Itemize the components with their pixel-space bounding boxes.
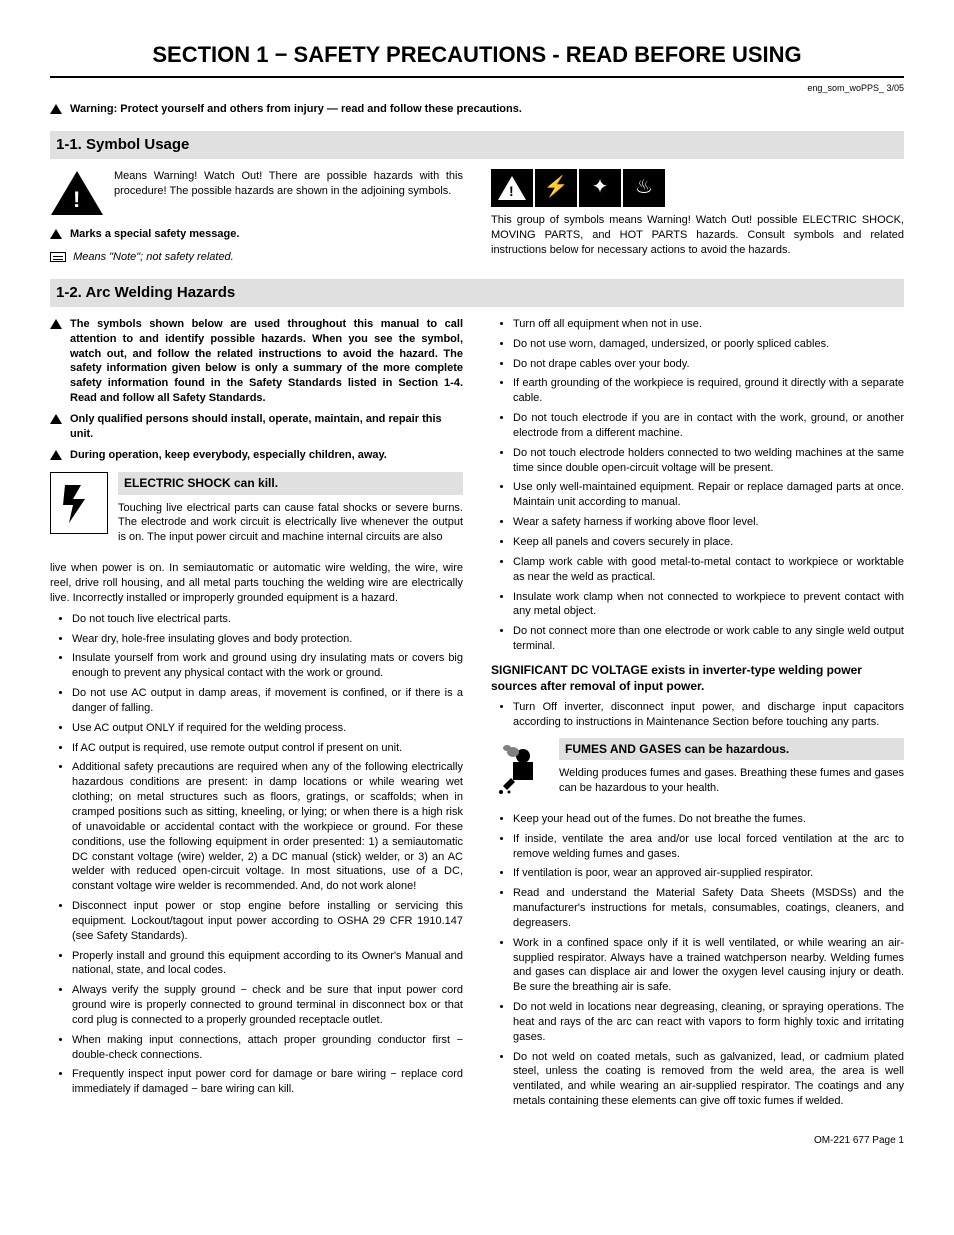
list-item: Clamp work cable with good metal-to-meta… — [513, 555, 904, 585]
list-item: If inside, ventilate the area and/or use… — [513, 832, 904, 862]
list-item: Do not weld in locations near degreasing… — [513, 1000, 904, 1045]
warning-triangle-icon — [50, 450, 62, 460]
fumes-title: FUMES AND GASES can be hazardous. — [559, 738, 904, 760]
fumes-bullets: Keep your head out of the fumes. Do not … — [491, 812, 904, 1109]
warning-triangle-icon — [50, 414, 62, 424]
electric-shock-body-start: Touching live electrical parts can cause… — [118, 501, 463, 546]
list-item: Use AC output ONLY if required for the w… — [72, 721, 463, 736]
list-item: Do not touch electrode if you are in con… — [513, 411, 904, 441]
dc-voltage-bullets: Turn Off inverter, disconnect input powe… — [491, 700, 904, 730]
means-note-text: Means "Note"; not safety related. — [73, 251, 234, 263]
list-item: Read and understand the Material Safety … — [513, 886, 904, 931]
list-item: Additional safety precautions are requir… — [72, 760, 463, 894]
electric-shock-body-cont: live when power is on. In semiautomatic … — [50, 561, 463, 606]
list-item: Keep all panels and covers securely in p… — [513, 535, 904, 550]
top-warning-text: Warning: Protect yourself and others fro… — [70, 102, 522, 117]
fumes-icon — [491, 738, 549, 800]
page-footer: OM-221 677 Page 1 — [50, 1134, 904, 1148]
warn-strip-icon — [491, 169, 533, 207]
list-item: Turn Off inverter, disconnect input powe… — [513, 700, 904, 730]
warning-big-icon — [50, 169, 104, 217]
warning-triangle-icon — [50, 229, 62, 239]
section-title: SECTION 1 − SAFETY PRECAUTIONS - READ BE… — [50, 40, 904, 78]
heading-1-1: 1-1. Symbol Usage — [50, 131, 904, 159]
intro-p3: During operation, keep everybody, especi… — [70, 448, 387, 463]
list-item: Do not touch live electrical parts. — [72, 612, 463, 627]
intro-p1: The symbols shown below are used through… — [70, 317, 463, 406]
list-item: Frequently inspect input power cord for … — [72, 1067, 463, 1097]
list-item: Do not use worn, damaged, undersized, or… — [513, 337, 904, 352]
hot-parts-strip-icon: ♨ — [623, 169, 665, 207]
list-item: Wear dry, hole-free insulating gloves an… — [72, 632, 463, 647]
list-item: When making input connections, attach pr… — [72, 1033, 463, 1063]
marks-special-text: Marks a special safety message. — [70, 227, 239, 242]
moving-parts-strip-icon: ✦ — [579, 169, 621, 207]
list-item: Work in a confined space only if it is w… — [513, 936, 904, 995]
list-item: Do not weld on coated metals, such as ga… — [513, 1050, 904, 1109]
list-item: If AC output is required, use remote out… — [72, 741, 463, 756]
electric-bullets-right: Turn off all equipment when not in use. … — [491, 317, 904, 654]
electric-shock-title: ELECTRIC SHOCK can kill. — [118, 472, 463, 494]
list-item: Turn off all equipment when not in use. — [513, 317, 904, 332]
warning-triangle-icon — [50, 319, 62, 329]
electric-bullets-left: Do not touch live electrical parts. Wear… — [50, 612, 463, 1097]
group-symbols-desc: This group of symbols means Warning! Wat… — [491, 213, 904, 258]
heading-1-2: 1-2. Arc Welding Hazards — [50, 279, 904, 307]
list-item: Disconnect input power or stop engine be… — [72, 899, 463, 944]
list-item: Do not connect more than one electrode o… — [513, 624, 904, 654]
list-item: If ventilation is poor, wear an approved… — [513, 866, 904, 881]
intro-p2: Only qualified persons should install, o… — [70, 412, 463, 442]
list-item: Keep your head out of the fumes. Do not … — [513, 812, 904, 827]
shock-strip-icon: ⚡ — [535, 169, 577, 207]
means-warning-text: Means Warning! Watch Out! There are poss… — [114, 169, 463, 211]
warning-triangle-icon — [50, 104, 62, 114]
list-item: Properly install and ground this equipme… — [72, 949, 463, 979]
note-icon — [50, 252, 66, 262]
doc-code: eng_som_woPPS_ 3/05 — [50, 82, 904, 94]
list-item: Do not drape cables over your body. — [513, 357, 904, 372]
top-warning-row: Warning: Protect yourself and others fro… — [50, 102, 904, 117]
list-item: Use only well-maintained equipment. Repa… — [513, 480, 904, 510]
list-item: Do not use AC output in damp areas, if m… — [72, 686, 463, 716]
dc-voltage-heading: SIGNIFICANT DC VOLTAGE exists in inverte… — [491, 662, 904, 694]
electric-shock-icon — [50, 472, 108, 534]
list-item: Insulate work clamp when not connected t… — [513, 590, 904, 620]
list-item: Wear a safety harness if working above f… — [513, 515, 904, 530]
fumes-body: Welding produces fumes and gases. Breath… — [559, 766, 904, 796]
list-item: Always verify the supply ground − check … — [72, 983, 463, 1028]
list-item: Do not touch electrode holders connected… — [513, 446, 904, 476]
list-item: Insulate yourself from work and ground u… — [72, 651, 463, 681]
hazard-symbol-strip: ⚡ ✦ ♨ — [491, 169, 904, 207]
list-item: If earth grounding of the workpiece is r… — [513, 376, 904, 406]
